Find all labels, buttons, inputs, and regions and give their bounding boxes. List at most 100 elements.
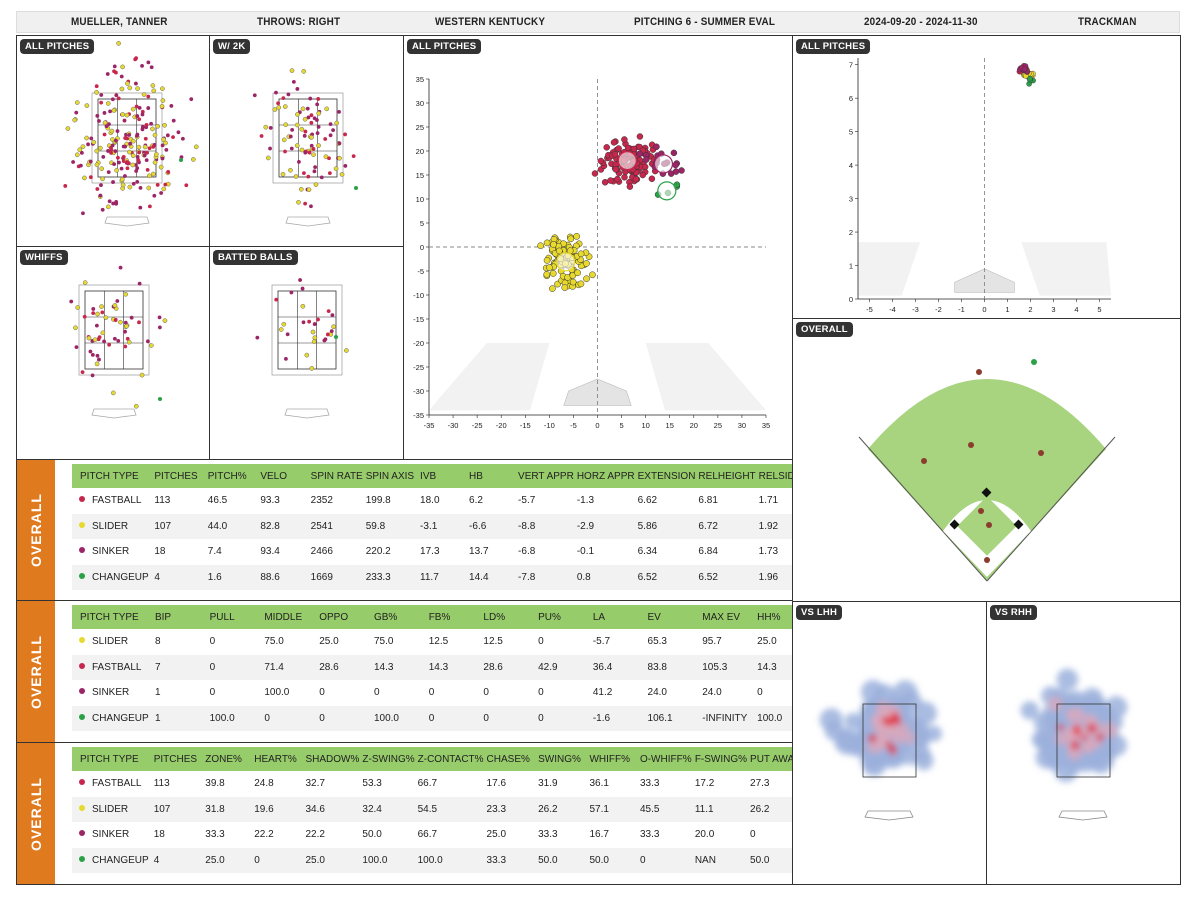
pitch-location-point [98,193,103,198]
pitch-location-point [337,155,342,161]
movement-point-sinker [642,156,650,163]
pitch-location-point [125,136,129,141]
y-tick-label: 20 [416,147,424,156]
pitch-location-point [268,146,272,151]
pitch-location-point [144,158,149,163]
pitch-location-point [300,106,306,112]
y-tick-label: 0 [420,243,424,252]
pitch-location-point [133,403,139,409]
pitch-location-point [151,144,156,149]
movement-point-fastball [630,145,638,153]
column-header: PITCH TYPE [80,753,139,765]
pitch-color-dot [79,830,85,837]
table-cell: 42.9 [538,661,558,673]
table-cell: 24.0 [702,687,722,699]
pitch-location-point [146,339,150,344]
pitch-location-point [324,106,330,112]
pitch-location-point [95,113,100,118]
x-tick-label: -20 [496,421,507,430]
panel-badge: ALL PITCHES [407,39,482,54]
changeup-location-point [179,158,183,162]
pitch-location-point [145,150,150,155]
changeup-location-point [354,186,358,190]
batter-box-right [645,343,766,411]
pitch-location-point [309,204,313,209]
pitch-location-point [124,112,130,118]
pitch-location-point [303,150,308,155]
release-chart: 0 1 2 3 4 5 6 7 -5 -4 -3 -2 -1 0 1 2 3 4 5 [849,58,1111,314]
table-cell: 25.0 [757,636,777,648]
column-header: HB [469,470,483,482]
table-cell: 23.3 [486,803,507,815]
movement-point-fastball [648,175,656,183]
pitch-location-point [316,124,321,129]
strike-zone-box [1056,703,1111,778]
table-cell: 11.7 [420,571,439,583]
y-tick-label: 2 [849,228,853,237]
pitch-location-point [125,166,130,171]
pitch-location-point [97,335,102,340]
movement-point-slider [549,270,557,277]
movement-point-fastball [610,139,618,146]
heat-blob [914,751,934,771]
pitch-location-point [89,136,94,141]
pitch-location-point [337,141,342,146]
table-cell: 31.9 [538,778,558,790]
column-header: MAX EV [702,611,741,623]
pitch-location-point [112,303,118,308]
pitch-location-point [159,103,165,109]
pitch-location-point [130,162,136,168]
pitch-color-dot [79,855,85,862]
pitch-location-point [94,323,99,328]
batted-ball-point [978,508,984,514]
pitch-location-point [110,390,116,396]
pitch-location-point [306,174,311,179]
movement-point-fastball [632,175,640,183]
table-cell: 18.0 [420,495,440,507]
pitch-location-point [111,180,115,184]
x-tick-label: 35 [762,421,770,430]
y-tick-label: 4 [849,161,853,170]
column-header: SWING% [538,753,581,765]
pitch-type-cell: SLIDER [72,514,151,540]
pitch-location-point [114,199,119,204]
table-cell: 16.7 [589,829,609,841]
table-cell: 22.2 [305,829,325,841]
pitch-location-point [312,169,317,174]
pitch-location-point [152,132,158,138]
spray-field [858,359,1116,582]
pitch-location-point [92,337,98,343]
table-cell: 32.4 [362,803,382,815]
movement-point-fastball [611,151,619,158]
pitcher-mound [954,268,1015,293]
batted-ball-table: PITCH TYPE BIP PULL MIDDLE OPPO GB% FB% LD% PU% L… [72,605,792,731]
column-header: GB% [373,611,398,623]
pitch-location-point [71,160,75,164]
pitch-location-point [112,162,117,167]
pitch-location-point [111,201,116,206]
column-header: PITCHES [154,470,198,482]
pitch-location-point [148,343,154,348]
pitch-location-point [303,201,308,206]
table-cell: 88.6 [260,571,280,583]
table-cell: 50.0 [538,854,558,866]
y-tick-label: -25 [413,363,424,372]
table-cell: 6.72 [698,520,718,532]
pitch-location-point [300,286,305,291]
column-header: VELO [260,470,288,482]
pitch-location-point [109,128,115,134]
pitch-location-point [308,96,313,101]
movement-point-slider [583,275,590,283]
pitch-location-point [323,337,328,342]
column-header: IVB [420,470,437,482]
zone-batted-plot [255,278,349,419]
table-row: CHANGEUP 4 1.6 88.6 1669 233.3 11.7 14.4 -7.8 0.8… [72,564,792,590]
pitch-location-point [150,83,156,88]
pitch-location-point [135,86,140,91]
heat-hotspot [888,745,898,755]
table-cell: 22.2 [254,829,274,841]
pitch-location-point [86,142,90,147]
pitch-location-point [103,315,109,320]
x-tick-label: 3 [1051,305,1055,314]
table-cell: 36.1 [589,778,609,790]
